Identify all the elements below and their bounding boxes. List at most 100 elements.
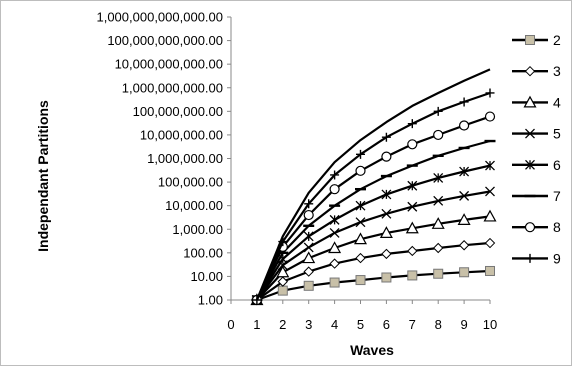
- marker-asterisk: [303, 231, 314, 242]
- marker-triangle: [276, 265, 290, 278]
- y-tick-label: 100,000,000,000.00: [107, 33, 223, 48]
- y-tick-label: 10,000.00: [165, 198, 223, 213]
- y-tick-label: 10,000,000.00: [140, 127, 223, 142]
- x-tick-label: 0: [227, 317, 234, 332]
- legend-item-9: 9: [512, 250, 561, 266]
- marker-square: [525, 35, 535, 45]
- legend-item-5: 5: [512, 126, 561, 142]
- marker-triangle: [302, 251, 316, 264]
- marker-x: [381, 208, 392, 219]
- marker-diamond: [381, 248, 392, 260]
- y-tick-label: 100,000.00: [158, 175, 223, 190]
- marker-square: [459, 267, 470, 278]
- marker-plus: [330, 170, 340, 180]
- y-tick-label: 100.00: [183, 245, 223, 260]
- series-line: [255, 68, 491, 301]
- series-unlabeled: [255, 68, 491, 301]
- marker-plus: [356, 149, 365, 159]
- marker-diamond: [484, 237, 496, 249]
- marker-square: [485, 265, 495, 276]
- y-tick-label: 10,000,000,000.00: [115, 57, 223, 72]
- marker-plus: [485, 88, 495, 98]
- marker-triangle: [483, 209, 497, 222]
- marker-triangle: [379, 226, 393, 239]
- y-tick-label: 1.00: [198, 293, 223, 308]
- legend-item-3: 3: [512, 63, 561, 79]
- marker-x: [459, 190, 470, 201]
- marker-triangle: [405, 221, 419, 234]
- legend-item-4: 4: [512, 94, 561, 110]
- y-axis-title-text: Independant Partitions: [35, 100, 51, 252]
- marker-asterisk: [459, 166, 470, 177]
- y-tick-label: 1,000,000,000.00: [122, 80, 223, 95]
- legend-label: 5: [553, 126, 561, 142]
- y-tick-label: 1,000.00: [172, 222, 223, 237]
- marker-circle: [329, 184, 340, 195]
- x-axis-title: Waves: [350, 342, 394, 358]
- x-tick-label: 5: [357, 317, 364, 332]
- marker-asterisk: [433, 172, 444, 183]
- marker-circle: [381, 151, 392, 162]
- series-line: [255, 115, 491, 301]
- x-tick-label: 8: [435, 317, 442, 332]
- y-tick-label: 1,000,000,000,000.00: [96, 10, 223, 25]
- y-tick-label: 10.00: [190, 269, 223, 284]
- x-tick-label: 6: [383, 317, 390, 332]
- legend-item-8: 8: [512, 219, 561, 235]
- marker-diamond: [277, 276, 289, 287]
- marker-triangle: [457, 213, 471, 225]
- series-5: [251, 186, 495, 305]
- marker-asterisk: [381, 189, 392, 200]
- legend-label: 8: [553, 219, 561, 235]
- marker-circle: [355, 165, 366, 176]
- series-2: [251, 265, 495, 305]
- x-tick-label: 3: [305, 317, 312, 332]
- y-axis-title: Independant Partitions: [35, 100, 51, 252]
- legend-item-2: 2: [512, 32, 561, 48]
- marker-square: [381, 272, 392, 283]
- series-line: [255, 164, 491, 301]
- marker-asterisk: [277, 253, 288, 264]
- marker-square: [303, 280, 314, 291]
- marker-triangle: [328, 241, 342, 254]
- series-3: [251, 237, 496, 306]
- marker-triangle: [431, 217, 445, 229]
- legend-label: 4: [553, 94, 561, 110]
- marker-x: [355, 217, 366, 228]
- series-line: [256, 190, 491, 301]
- marker-asterisk: [407, 180, 418, 191]
- marker-x: [329, 227, 340, 238]
- marker-triangle: [353, 232, 368, 245]
- legend-item-6: 6: [512, 157, 561, 173]
- x-tick-label: 4: [331, 317, 338, 332]
- series-line: [255, 139, 491, 301]
- x-tick-label: 10: [483, 317, 497, 332]
- x-tick-label: 1: [253, 317, 260, 332]
- marker-triangle: [523, 95, 537, 108]
- legend-label: 3: [553, 63, 561, 79]
- marker-circle: [433, 129, 444, 141]
- marker-circle: [484, 111, 496, 122]
- series-line: [256, 215, 491, 301]
- marker-square: [355, 275, 366, 286]
- marker-x: [433, 195, 444, 206]
- series-line: [255, 91, 491, 301]
- marker-plus: [433, 106, 443, 116]
- series-line: [256, 269, 491, 302]
- legend-item-7: 7: [512, 188, 561, 204]
- marker-circle: [303, 209, 314, 221]
- marker-diamond: [407, 245, 418, 257]
- marker-diamond: [329, 258, 340, 269]
- marker-asterisk: [355, 200, 366, 211]
- y-tick-label: 1,000,000.00: [147, 151, 223, 166]
- marker-asterisk: [525, 159, 535, 170]
- marker-diamond: [524, 65, 536, 77]
- marker-x: [303, 242, 314, 253]
- marker-plus: [407, 119, 417, 129]
- marker-plus: [381, 132, 391, 142]
- marker-circle: [524, 222, 536, 233]
- marker-square: [329, 277, 340, 288]
- x-tick-label: 9: [460, 317, 467, 332]
